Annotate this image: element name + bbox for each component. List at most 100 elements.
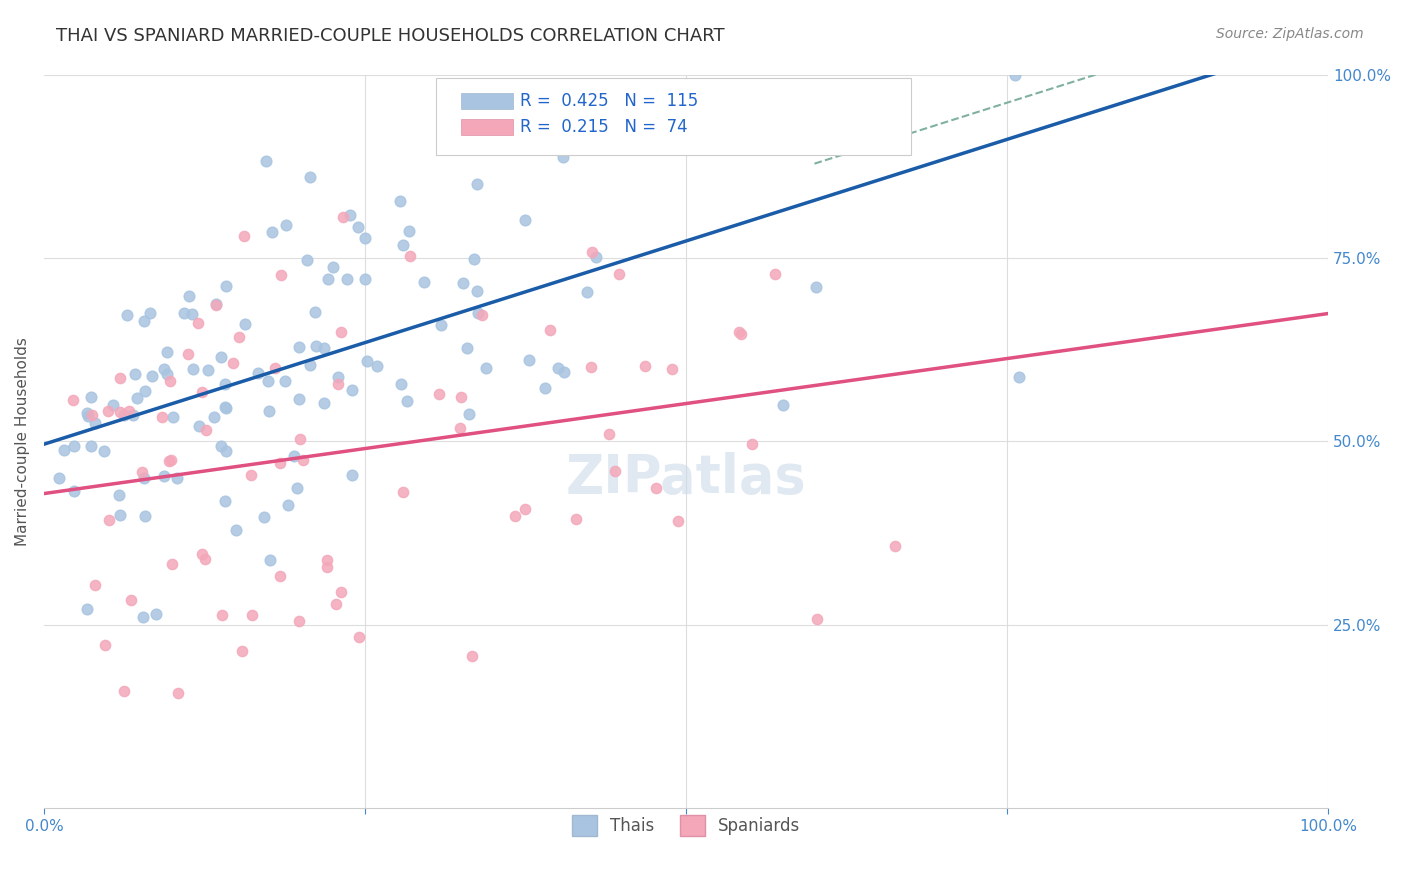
Point bbox=[461, 648, 484, 663]
Point bbox=[1004, 68, 1026, 82]
Point bbox=[228, 330, 250, 344]
Point bbox=[118, 404, 141, 418]
Point bbox=[214, 377, 236, 392]
Point bbox=[730, 326, 752, 341]
Point bbox=[475, 360, 498, 375]
Point bbox=[336, 272, 359, 286]
Point bbox=[325, 597, 347, 611]
Point bbox=[150, 410, 173, 425]
Point bbox=[285, 481, 308, 495]
Point bbox=[263, 360, 285, 375]
Point bbox=[124, 368, 146, 382]
Point bbox=[76, 406, 98, 420]
Point bbox=[277, 498, 299, 512]
Point bbox=[339, 208, 361, 222]
Point bbox=[579, 360, 602, 375]
Point bbox=[177, 347, 200, 361]
Point bbox=[110, 508, 132, 523]
Point bbox=[347, 630, 370, 644]
Point bbox=[287, 614, 309, 628]
Point bbox=[214, 400, 236, 414]
Point bbox=[112, 408, 135, 422]
Point bbox=[581, 244, 603, 259]
Point bbox=[195, 423, 218, 437]
Point bbox=[181, 362, 204, 376]
Point bbox=[366, 359, 388, 373]
Point bbox=[412, 275, 434, 289]
Point bbox=[314, 396, 336, 410]
Point bbox=[291, 453, 314, 467]
Point bbox=[634, 359, 657, 374]
Y-axis label: Married-couple Households: Married-couple Households bbox=[15, 337, 30, 546]
Point bbox=[269, 457, 291, 471]
Point bbox=[353, 271, 375, 285]
Point bbox=[239, 468, 262, 483]
Point bbox=[190, 385, 212, 400]
Point bbox=[84, 416, 107, 430]
Point bbox=[191, 547, 214, 561]
Point bbox=[513, 502, 536, 516]
Point bbox=[458, 408, 481, 422]
Point bbox=[63, 483, 86, 498]
Point bbox=[156, 367, 179, 381]
Point bbox=[354, 231, 377, 245]
Point bbox=[322, 260, 344, 275]
Point bbox=[564, 511, 586, 525]
Point bbox=[214, 493, 236, 508]
Point bbox=[214, 401, 236, 415]
Point bbox=[222, 356, 245, 370]
Point bbox=[328, 369, 350, 384]
Point bbox=[465, 178, 488, 192]
Point bbox=[547, 360, 569, 375]
Point bbox=[214, 444, 236, 458]
Point bbox=[330, 325, 353, 339]
Point bbox=[451, 277, 474, 291]
Point bbox=[517, 352, 540, 367]
Point bbox=[427, 386, 450, 401]
Point bbox=[179, 289, 201, 303]
Point bbox=[110, 371, 132, 385]
Point bbox=[205, 297, 228, 311]
Point bbox=[53, 442, 76, 457]
Point bbox=[727, 326, 749, 340]
Point bbox=[456, 341, 478, 355]
Point bbox=[318, 271, 340, 285]
Point bbox=[329, 585, 352, 599]
Point bbox=[134, 384, 156, 398]
Point bbox=[465, 284, 488, 298]
Legend: Thais, Spaniards: Thais, Spaniards bbox=[564, 807, 808, 844]
Point bbox=[467, 306, 489, 320]
Point bbox=[101, 398, 124, 412]
Point bbox=[132, 471, 155, 485]
Point bbox=[607, 267, 630, 281]
Point bbox=[127, 391, 149, 405]
Point bbox=[392, 484, 415, 499]
Point bbox=[818, 95, 841, 109]
Point bbox=[233, 229, 256, 244]
Point bbox=[297, 253, 319, 268]
Point bbox=[231, 644, 253, 658]
Point bbox=[575, 285, 598, 299]
Point bbox=[772, 103, 794, 117]
Point bbox=[450, 390, 472, 404]
Point bbox=[288, 392, 311, 407]
Point bbox=[63, 439, 86, 453]
Point bbox=[273, 375, 295, 389]
Point bbox=[166, 471, 188, 485]
Point bbox=[197, 362, 219, 376]
Point bbox=[240, 608, 263, 623]
Point bbox=[328, 377, 350, 392]
Point bbox=[173, 306, 195, 320]
Point bbox=[134, 509, 156, 524]
Point bbox=[585, 251, 607, 265]
Point bbox=[312, 341, 335, 355]
Point bbox=[503, 509, 526, 524]
Point bbox=[257, 404, 280, 418]
Point bbox=[356, 353, 378, 368]
Point bbox=[304, 304, 326, 318]
Point bbox=[603, 464, 626, 478]
Point bbox=[48, 471, 70, 485]
Point bbox=[254, 153, 277, 168]
Point bbox=[256, 375, 278, 389]
Point bbox=[741, 437, 763, 451]
